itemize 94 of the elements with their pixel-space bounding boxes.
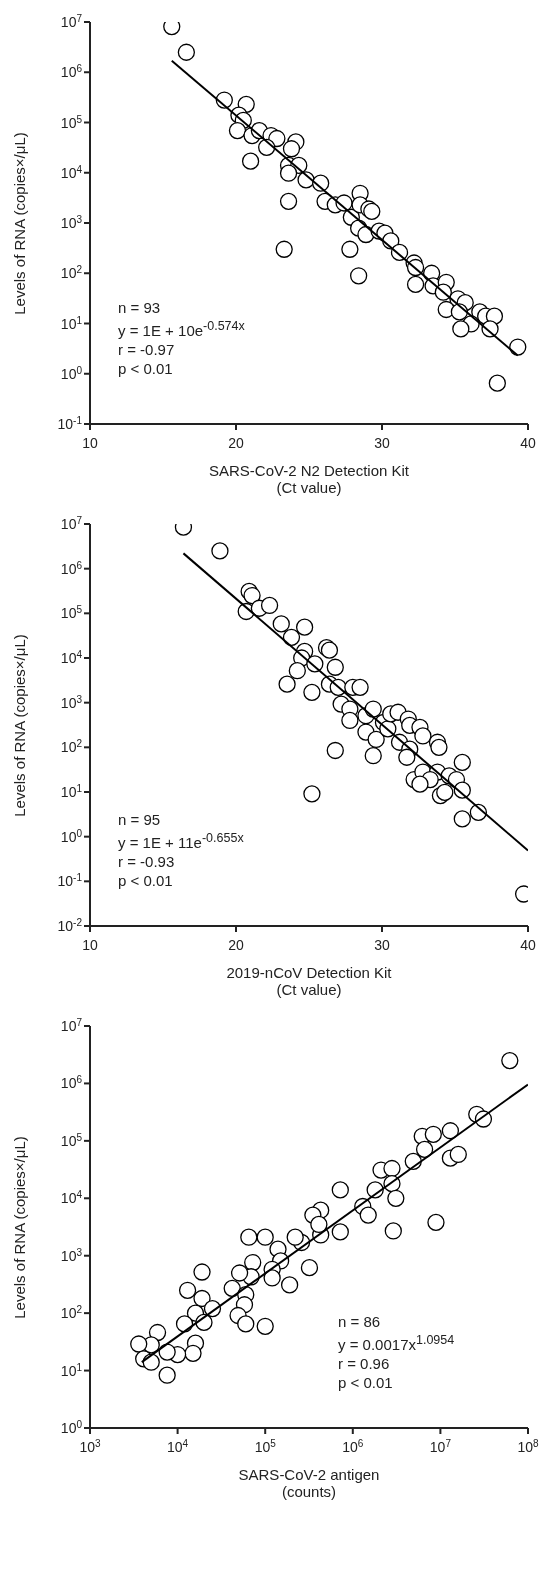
annotation: p < 0.01	[118, 871, 174, 890]
x-axis-title: 2019-nCoV Detection Kit (Ct value)	[225, 964, 393, 998]
annotation: r = 0.96	[338, 1354, 391, 1373]
x-tick-label: 40	[520, 435, 536, 451]
y-tick-label: 10$^{7}$	[60, 1016, 83, 1034]
point	[326, 741, 344, 760]
y-tick-label: 10$^{2}$	[60, 737, 83, 756]
y-axis-title: Levels of RNA (copies×/μL)	[10, 633, 28, 817]
y-tick-label: 10$^{4}$	[60, 648, 83, 666]
y-tick-label: 10$^{-1}$	[57, 414, 83, 432]
point	[414, 727, 432, 745]
point	[411, 775, 429, 793]
annotation: n = 86	[338, 1312, 382, 1331]
y-tick-label: 10$^{7}$	[60, 12, 83, 30]
annotation: y = 1E + 10e$^{-0.574x}$	[118, 318, 245, 340]
x-tick-label: 10	[82, 937, 98, 953]
x-tick-label: 10	[82, 435, 98, 451]
point	[436, 783, 454, 802]
point	[406, 275, 425, 294]
point	[430, 738, 448, 756]
y-tick-label: 10$^{2}$	[60, 1303, 83, 1322]
y-tick-label: 10$^{6}$	[60, 62, 83, 81]
x-tick-label: 20	[228, 937, 244, 953]
x-axis-title: SARS-CoV-2 antigen (counts)	[237, 1466, 381, 1500]
x-tick-label: 10$^{5}$	[254, 1437, 277, 1455]
y-tick-label: 10$^{-2}$	[57, 916, 83, 934]
annotation: p < 0.01	[118, 359, 174, 378]
y-tick-label: 10$^{5}$	[60, 1131, 83, 1149]
point	[282, 140, 301, 158]
x-tick-label: 10$^{7}$	[429, 1437, 452, 1455]
point	[349, 267, 368, 285]
y-tick-label: 10$^{7}$	[60, 514, 83, 532]
y-tick-label: 10$^{1}$	[60, 1361, 83, 1379]
point	[453, 753, 471, 772]
point	[211, 542, 229, 560]
y-tick-label: 10$^{4}$	[60, 163, 83, 181]
annotation: p < 0.01	[338, 1373, 394, 1392]
point	[278, 675, 296, 693]
y-tick-label: 10$^{5}$	[60, 603, 83, 622]
y-tick-label: 10$^{6}$	[60, 559, 83, 577]
point	[341, 711, 359, 730]
x-tick-label: 10$^{4}$	[167, 1437, 189, 1455]
point	[452, 320, 470, 338]
annotation: r = -0.93	[118, 852, 176, 871]
x-tick-label: 10$^{3}$	[79, 1437, 102, 1455]
point	[279, 164, 298, 182]
point	[288, 662, 306, 680]
point	[351, 678, 369, 697]
annotation: y = 1E + 11e$^{-0.655x}$	[118, 830, 244, 852]
y-tick-label: 10$^{0}$	[60, 827, 83, 845]
x-tick-label: 10$^{6}$	[342, 1437, 364, 1455]
point	[241, 152, 260, 170]
point	[341, 240, 359, 258]
y-tick-label: 10$^{3}$	[60, 213, 83, 231]
point	[260, 596, 279, 615]
y-tick-label: 10$^{4}$	[60, 1188, 83, 1207]
point	[279, 192, 298, 210]
y-axis-title: Levels of RNA (copies×/μL)	[10, 131, 28, 315]
point	[275, 240, 293, 258]
y-tick-label: 10$^{1}$	[60, 314, 83, 332]
y-tick-label: 10$^{5}$	[60, 113, 83, 131]
point	[303, 683, 321, 702]
y-tick-label: 10$^{3}$	[60, 693, 83, 711]
y-axis-title: Levels of RNA (copies×/μL)	[10, 1135, 28, 1319]
annotation: n = 95	[118, 810, 162, 829]
annotation: r = -0.97	[118, 340, 176, 359]
x-tick-label: 30	[374, 937, 390, 953]
y-tick-label: 10$^{2}$	[60, 263, 83, 282]
point	[243, 586, 261, 605]
point	[364, 747, 382, 765]
annotation: n = 93	[118, 298, 162, 317]
x-tick-label: 40	[520, 937, 536, 953]
y-tick-label: 10$^{0}$	[60, 364, 83, 382]
point	[272, 615, 290, 633]
point	[453, 810, 471, 828]
x-tick-label: 10$^{8}$	[517, 1437, 540, 1455]
y-tick-label: 10$^{0}$	[60, 1418, 83, 1436]
y-tick-label: 10$^{3}$	[60, 1246, 83, 1264]
x-axis-title: SARS-CoV-2 N2 Detection Kit (Ct value)	[207, 462, 411, 496]
point	[177, 43, 196, 61]
point	[295, 618, 314, 636]
annotation: y = 0.0017x$^{1.0954}$	[338, 1332, 455, 1354]
point	[326, 658, 344, 676]
y-tick-label: 10$^{-1}$	[57, 871, 83, 890]
x-tick-label: 20	[228, 435, 244, 451]
point	[488, 374, 506, 392]
point	[367, 730, 385, 749]
x-tick-label: 30	[374, 435, 390, 451]
y-tick-label: 10$^{6}$	[60, 1073, 83, 1092]
point	[398, 748, 416, 766]
y-tick-label: 10$^{1}$	[60, 782, 83, 800]
point	[282, 628, 301, 646]
point	[303, 785, 321, 803]
point	[228, 121, 247, 140]
